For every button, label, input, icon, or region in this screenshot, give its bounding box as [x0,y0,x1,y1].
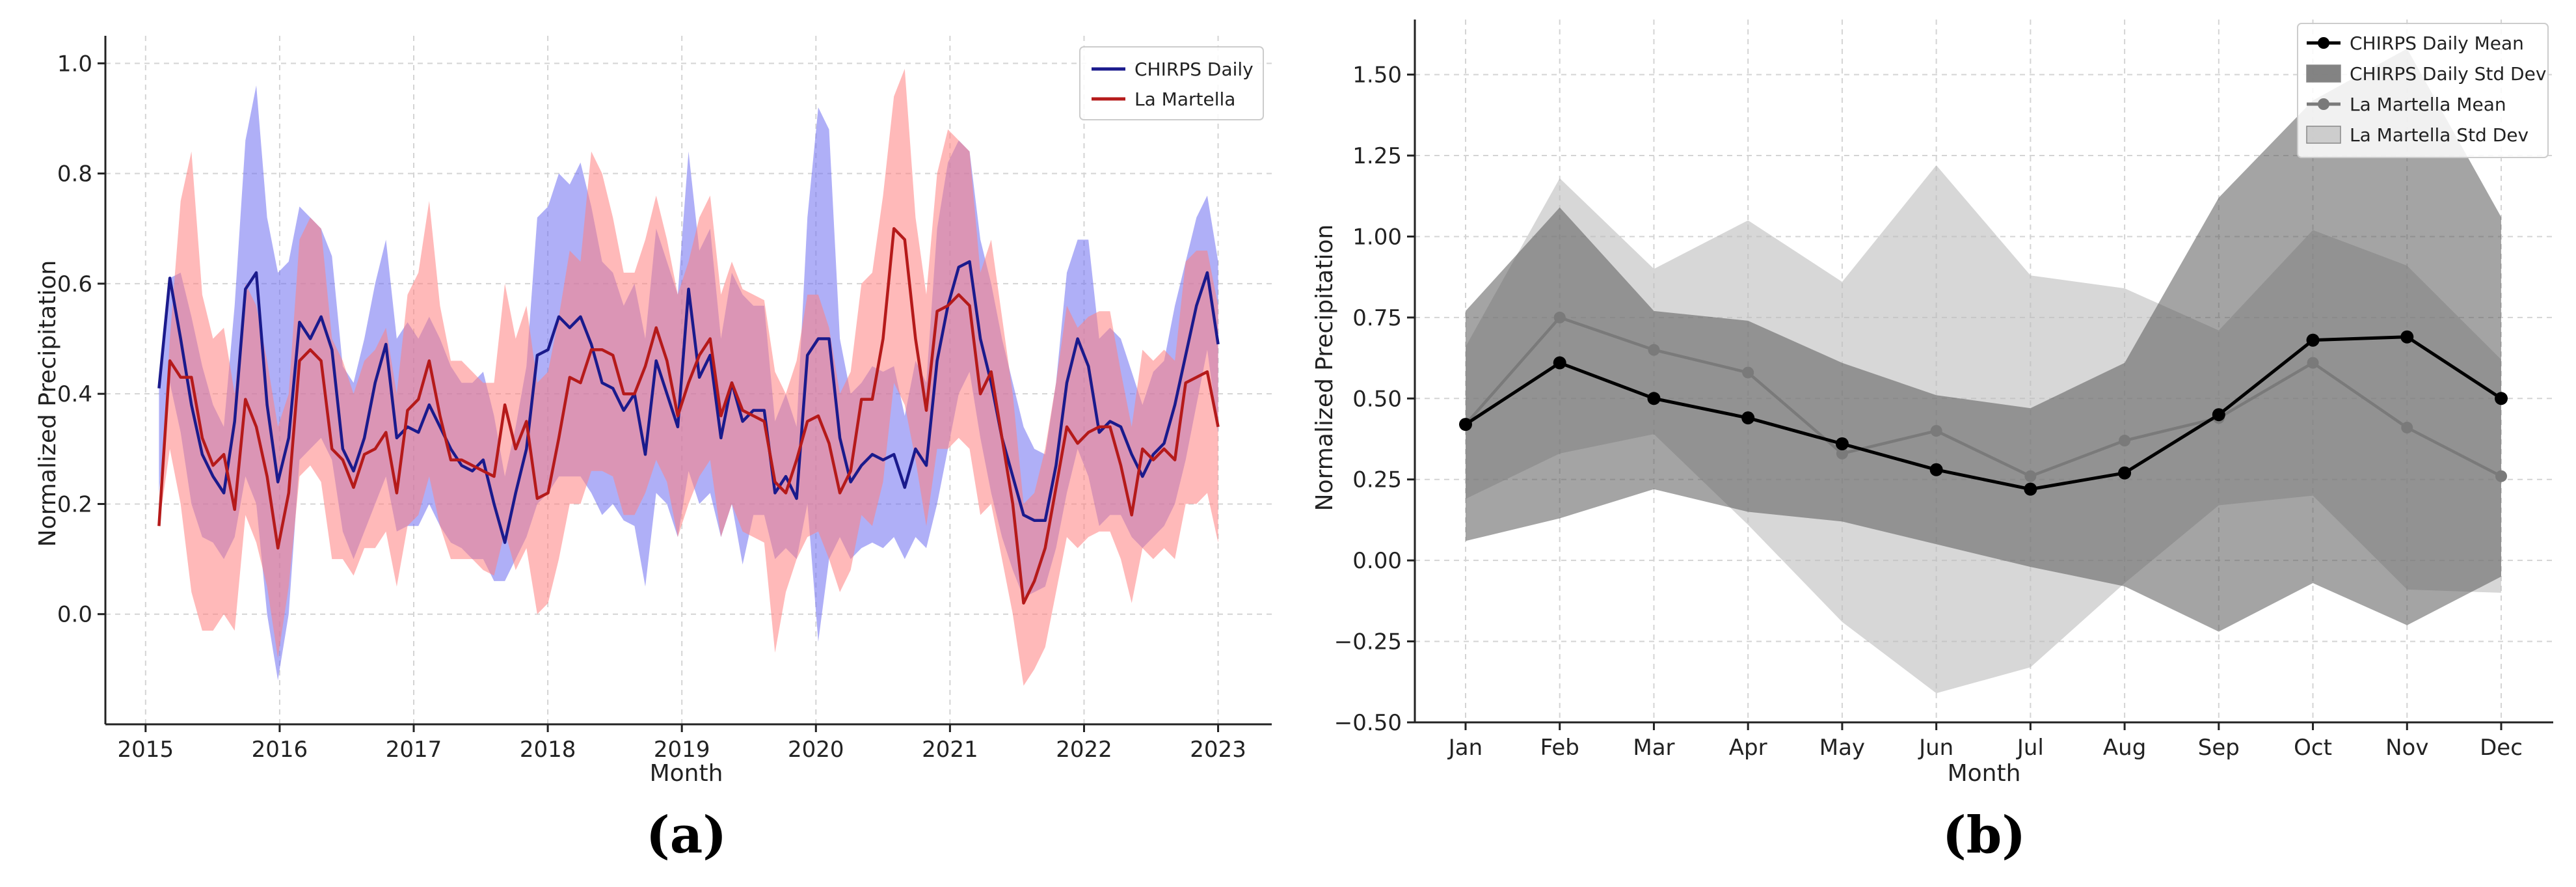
panel-b-xtick-label: Oct [2294,735,2332,761]
panel-b-band-chirps [1466,48,2501,632]
panel-a-ytick-label: 0.4 [57,381,92,407]
panel-b-point-chirps [2400,330,2414,344]
panel-b-point-la-martella [2119,435,2131,447]
panel-a-xtick-label: 2020 [788,737,844,763]
panel-b-point-chirps [2118,466,2132,480]
panel-b-xtick-label: May [1819,735,1865,761]
panel-a-xtick-label: 2022 [1056,737,1112,763]
panel-b-legend [2297,23,2549,158]
panel-b-xtick-label: Jan [1447,735,1483,761]
panel-b-xtick-label: Dec [2480,735,2523,761]
panel-b-xtick-label: Mar [1633,735,1674,761]
panel-b-xtick-label: Nov [2385,735,2428,761]
panel-b-ytick-label: 1.50 [1352,62,1402,89]
panel-b-point-chirps [1459,418,1472,431]
panel-b-point-chirps [1929,463,1943,476]
panel-b-chart: Month Normalized Precipitation (b) Jan Fe… [1311,20,2553,865]
panel-a-xtick-label: 2023 [1190,737,1246,763]
panel-b-point-la-martella [2307,357,2319,369]
panel-a-ytick-label: 0.6 [57,271,92,297]
panel-b-label: (b) [1942,806,2026,865]
panel-a-line-chirps [157,260,1220,544]
panel-a-legend-label: CHIRPS Daily [1134,59,1254,80]
panel-b-point-chirps [2024,482,2037,496]
panel-b-ytick-label: 0.00 [1352,548,1402,574]
panel-b-legend-label: CHIRPS Daily Mean [2350,33,2524,54]
panel-b-legend-label: La Martella Mean [2350,94,2506,115]
panel-a-xtick-label: 2017 [386,737,442,763]
panel-b-xtick-label: Sep [2198,735,2240,761]
panel-b-point-chirps [1553,356,1566,370]
panel-b-xtick-label: Jun [1918,735,1953,761]
panel-b-legend-swatch [2306,64,2341,83]
panel-b-ytick-label: −0.25 [1334,629,1402,655]
panel-b-ytick-label: −0.50 [1334,710,1402,736]
panel-b-point-chirps [2306,333,2320,347]
panel-a-line-la-martella [157,226,1220,605]
panel-b-line-chirps [1464,335,2502,491]
panel-b-point-la-martella [2401,422,2413,434]
panel-a-xtick-label: 2015 [118,737,174,763]
panel-b-ytick-label: 1.25 [1352,143,1402,169]
panel-a-ytick-label: 0.2 [57,491,92,517]
panel-b-legend-marker [2318,98,2329,110]
panel-a-xtick-label: 2019 [654,737,710,763]
panel-b-point-chirps [1741,411,1755,425]
panel-b-xtick-label: Aug [2103,735,2146,761]
panel-b-ytick-label: 1.00 [1352,224,1402,250]
panel-b-point-chirps [1835,437,1849,450]
panel-a-legend-label: La Martella [1134,89,1235,110]
panel-b-point-la-martella [2024,470,2037,482]
panel-a-ylabel: Normalized Precipitation [34,260,61,547]
panel-a-ytick-label: 1.0 [57,51,92,77]
panel-a-xtick-label: 2021 [922,737,978,763]
panel-b-ytick-label: 0.25 [1352,467,1402,493]
panel-b-ytick-label: 0.75 [1352,305,1402,331]
panel-b-point-la-martella [2495,470,2507,482]
panel-b-legend-marker [2318,37,2329,49]
panel-b-xtick-label: Jul [2016,735,2044,761]
panel-b-xtick-label: Apr [1729,735,1767,761]
panel-b-point-chirps [2212,408,2225,422]
panel-a-ytick-label: 0.8 [57,161,92,187]
panel-b-point-la-martella [1553,311,1566,323]
panel-a-band-la-martella [159,68,1218,686]
panel-a-chart: Month Normalized Precipitation (a) 2015 2… [34,36,1272,865]
panel-b-line-la-martella [1464,316,2502,478]
panel-b-ytick-label: 0.50 [1352,386,1402,412]
panel-a-xtick-label: 2018 [520,737,576,763]
panel-a-xtick-label: 2016 [252,737,308,763]
panel-a-legend [1079,46,1264,120]
panel-b-legend-label: CHIRPS Daily Std Dev [2350,63,2546,85]
panel-b-point-la-martella [1930,425,1942,437]
panel-a-label: (a) [646,806,727,865]
panel-b-point-chirps [2495,392,2508,405]
panel-b-ylabel: Normalized Precipitation [1311,225,1338,512]
panel-b-point-la-martella [1836,447,1848,459]
panel-a-xlabel: Month [650,760,723,787]
panel-a-ytick-label: 0.0 [57,602,92,628]
panel-b-xlabel: Month [1948,760,2021,787]
panel-b-xtick-label: Feb [1540,735,1579,761]
panel-b-legend-label: La Martella Std Dev [2350,124,2529,146]
panel-b-point-la-martella [1648,344,1660,356]
panel-b-point-la-martella [1742,366,1754,379]
panel-b-legend-swatch [2306,126,2341,144]
panel-b-point-chirps [1647,392,1661,405]
